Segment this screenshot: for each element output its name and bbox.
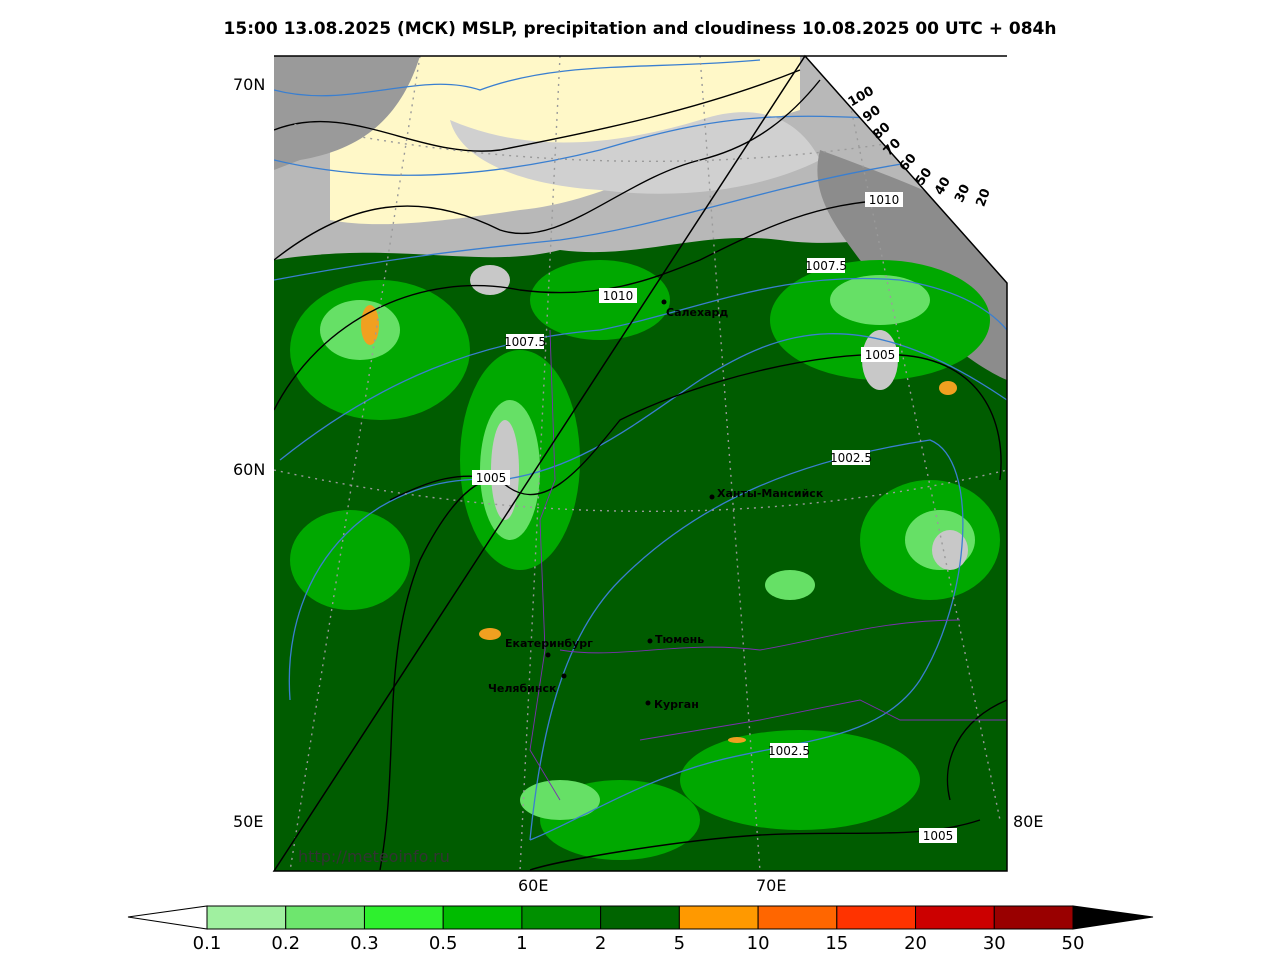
colorbar-swatch — [678, 905, 759, 930]
colorbar-label: 1 — [516, 933, 527, 954]
lat-label: 60N — [233, 460, 265, 479]
colorbar-label: 0.1 — [193, 933, 222, 954]
colorbar-swatch — [915, 905, 995, 930]
colorbar-swatch — [836, 905, 917, 930]
lon-label: 80E — [1013, 812, 1043, 831]
isobar-label: 1010 — [603, 289, 634, 303]
colorbar-label: 10 — [747, 933, 770, 954]
colorbar: 0.1 0.2 0.3 0.5 1 2 5 10 15 20 30 50 — [127, 905, 1154, 954]
city-label: Салехард — [666, 306, 728, 319]
colorbar-swatch — [363, 905, 444, 930]
city-label: Тюмень — [655, 633, 704, 646]
city-dot — [661, 299, 667, 305]
map-field — [274, 56, 1007, 871]
city-label: Ханты-Мансийск — [717, 487, 824, 500]
colorbar-under — [127, 905, 208, 930]
label-box — [865, 192, 903, 207]
label-box — [506, 334, 544, 349]
colorbar-swatch — [757, 905, 838, 930]
map-frame — [272, 54, 1008, 872]
colorbar-label: 5 — [674, 933, 685, 954]
label-box — [861, 347, 899, 362]
cloud-scale-label: 30 — [952, 182, 973, 205]
cloud-scale-label: 20 — [974, 187, 994, 209]
lon-label: 60E — [518, 876, 548, 895]
colorbar-label: 0.2 — [271, 933, 300, 954]
lat-label: 70N — [233, 75, 265, 94]
colorbar-label: 0.5 — [429, 933, 458, 954]
colorbar-swatch — [521, 905, 602, 930]
title: 15:00 13.08.2025 (МСК) MSLP, precipitati… — [224, 19, 1057, 39]
colorbar-swatch — [442, 905, 523, 930]
colorbar-swatch — [285, 905, 365, 930]
city-dot — [647, 638, 653, 644]
label-box — [832, 450, 870, 465]
colorbar-label: 30 — [983, 933, 1006, 954]
isobar-label: 1007.5 — [805, 259, 847, 273]
isobar-label: 1005 — [923, 829, 954, 843]
label-box — [770, 743, 808, 758]
cloud-scale-label: 40 — [932, 175, 954, 198]
isobar-label: 1007.5 — [504, 335, 546, 349]
isobar-label: 1002.5 — [768, 744, 810, 758]
label-box — [919, 828, 957, 843]
colorbar-swatch — [600, 905, 680, 930]
colorbar-label: 20 — [904, 933, 927, 954]
colorbar-label: 15 — [825, 933, 848, 954]
borders — [529, 329, 1007, 801]
city-label: Челябинск — [488, 682, 557, 695]
cloud — [274, 56, 420, 170]
lon-label: 70E — [756, 876, 786, 895]
colorbar-label: 2 — [595, 933, 606, 954]
city-dot — [545, 652, 551, 658]
label-box — [807, 258, 845, 273]
city-label: Екатеринбург — [505, 637, 593, 650]
clear — [330, 56, 800, 225]
isobar-label: 1010 — [869, 193, 900, 207]
cloud — [450, 112, 820, 194]
isobar-label: 1005 — [865, 348, 896, 362]
isobar-labels: 1010 1010 1007.5 1007.5 1005 1005 1002.5 1002.5… — [472, 192, 957, 843]
cities: Салехард Ханты-Мансийск Екатеринбург Тюм… — [488, 299, 824, 711]
colorbar-label: 50 — [1062, 933, 1085, 954]
isobar-label: 1002.5 — [830, 451, 872, 465]
url: http://meteoinfo.ru — [298, 847, 450, 866]
colorbar-label: 0.3 — [350, 933, 379, 954]
colorbar-over — [1072, 905, 1154, 930]
city-label: Курган — [654, 698, 699, 711]
isobar-label: 1005 — [476, 471, 507, 485]
city-dot — [561, 673, 567, 679]
label-box — [599, 288, 637, 303]
colorbar-swatch — [993, 905, 1074, 930]
lon-label: 50E — [233, 812, 263, 831]
label-box — [472, 470, 510, 485]
city-dot — [709, 494, 715, 500]
city-dot — [645, 700, 651, 706]
colorbar-swatch — [206, 905, 287, 930]
